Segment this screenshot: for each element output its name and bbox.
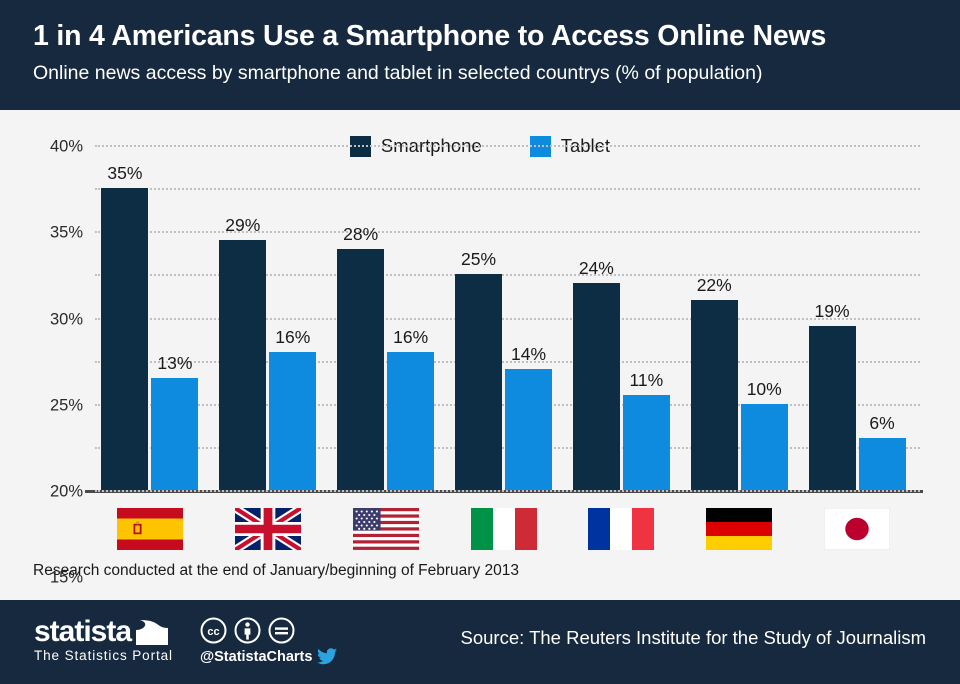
bar-value-label: 25% xyxy=(460,249,497,270)
bar-value-label: 24% xyxy=(578,258,614,278)
bar-value-label: 13% xyxy=(157,352,193,373)
bar-france-tablet[interactable]: 11% xyxy=(622,370,670,490)
gridline: 0% xyxy=(95,490,920,492)
bar-united-kingdom-tablet[interactable]: 16% xyxy=(269,327,317,490)
statista-wordmark: statista xyxy=(34,616,173,647)
page-title: 1 in 4 Americans Use a Smartphone to Acc… xyxy=(33,20,827,52)
bar-spain-tablet[interactable]: 13% xyxy=(151,353,199,490)
flag-japan-icon xyxy=(824,508,891,550)
source-text: Source: The Reuters Institute for the St… xyxy=(460,627,926,648)
flag-italy-icon xyxy=(470,508,537,550)
flag-germany-icon xyxy=(706,508,773,550)
statista-tagline: The Statistics Portal xyxy=(34,648,173,663)
gridline: 30% xyxy=(50,231,920,328)
creative-commons-block: cc @StatistaCharts xyxy=(200,617,338,665)
gridline: 25% xyxy=(50,274,920,414)
bar-value-label: 14% xyxy=(510,344,547,365)
gridline: 15% xyxy=(50,360,920,587)
y-axis-tick-label: 35% xyxy=(49,223,83,242)
cc-icon[interactable]: cc xyxy=(200,617,227,644)
chart-area: Smartphone Tablet 40%35%30%25%20%15%10%5… xyxy=(0,110,960,673)
cc-by-icon[interactable] xyxy=(234,617,261,644)
bar-germany-smartphone[interactable]: 22% xyxy=(690,275,738,490)
bar-value-label: 19% xyxy=(814,301,850,322)
gridline: 40% xyxy=(50,138,920,156)
bar-italy-tablet[interactable]: 14% xyxy=(505,344,552,490)
y-axis-tick-label: 15% xyxy=(49,568,83,587)
bar-japan-tablet[interactable]: 6% xyxy=(858,413,906,490)
bar-united-states-smartphone[interactable]: 28% xyxy=(337,224,385,490)
bar-value-label: 29% xyxy=(225,214,261,235)
creative-commons-icons: cc xyxy=(200,617,337,644)
bar-italy-smartphone[interactable]: 25% xyxy=(455,249,502,490)
page-subtitle: Online news access by smartphone and tab… xyxy=(33,62,763,84)
bar-value-label: 16% xyxy=(275,327,311,347)
header-banner: 1 in 4 Americans Use a Smartphone to Acc… xyxy=(0,0,960,110)
y-axis-tick-label: 20% xyxy=(49,482,83,501)
y-axis-tick-label: 25% xyxy=(49,396,83,415)
bar-value-label: 28% xyxy=(343,223,379,244)
flag-uk-icon xyxy=(234,508,301,550)
y-axis-tick-label: 40% xyxy=(49,137,83,156)
svg-text:cc: cc xyxy=(207,626,219,638)
chart-footnote: Research conducted at the end of January… xyxy=(33,562,519,579)
flag-usa-icon xyxy=(352,508,419,550)
bar-france-smartphone[interactable]: 24% xyxy=(572,258,620,490)
bar-japan-smartphone[interactable]: 19% xyxy=(808,301,856,490)
bar-value-label: 10% xyxy=(746,378,782,399)
bar-value-label: 16% xyxy=(393,327,429,347)
bar-germany-tablet[interactable]: 10% xyxy=(740,379,788,490)
gridline: 20% xyxy=(50,317,920,501)
statista-logo[interactable]: statista The Statistics Portal xyxy=(34,616,173,663)
bar-spain-smartphone[interactable]: 35% xyxy=(101,163,149,490)
bar-value-label: 22% xyxy=(696,275,732,296)
twitter-handle-text: @StatistaCharts xyxy=(200,648,313,665)
bar-united-states-tablet[interactable]: 16% xyxy=(387,327,435,490)
statista-mark-icon xyxy=(136,619,169,645)
flag-row xyxy=(95,508,920,550)
statista-logo-text: statista xyxy=(34,615,132,648)
flag-spain-icon xyxy=(116,508,183,550)
plot-region: 40%35%30%25%20%15%10%5%0%35%13%29%16%28%… xyxy=(50,138,923,673)
cc-nd-icon[interactable] xyxy=(268,617,295,644)
twitter-handle[interactable]: @StatistaCharts xyxy=(200,648,338,665)
gridline: 35% xyxy=(50,188,920,242)
flag-france-icon xyxy=(588,508,655,550)
footer-banner: statista The Statistics Portal cc xyxy=(0,600,960,684)
twitter-bird-icon xyxy=(317,648,338,665)
bar-united-kingdom-smartphone[interactable]: 29% xyxy=(219,215,267,490)
y-axis-tick-label: 30% xyxy=(49,310,83,328)
bar-value-label: 35% xyxy=(107,163,143,184)
bar-value-label: 11% xyxy=(629,370,664,391)
bar-value-label: 6% xyxy=(869,413,895,434)
